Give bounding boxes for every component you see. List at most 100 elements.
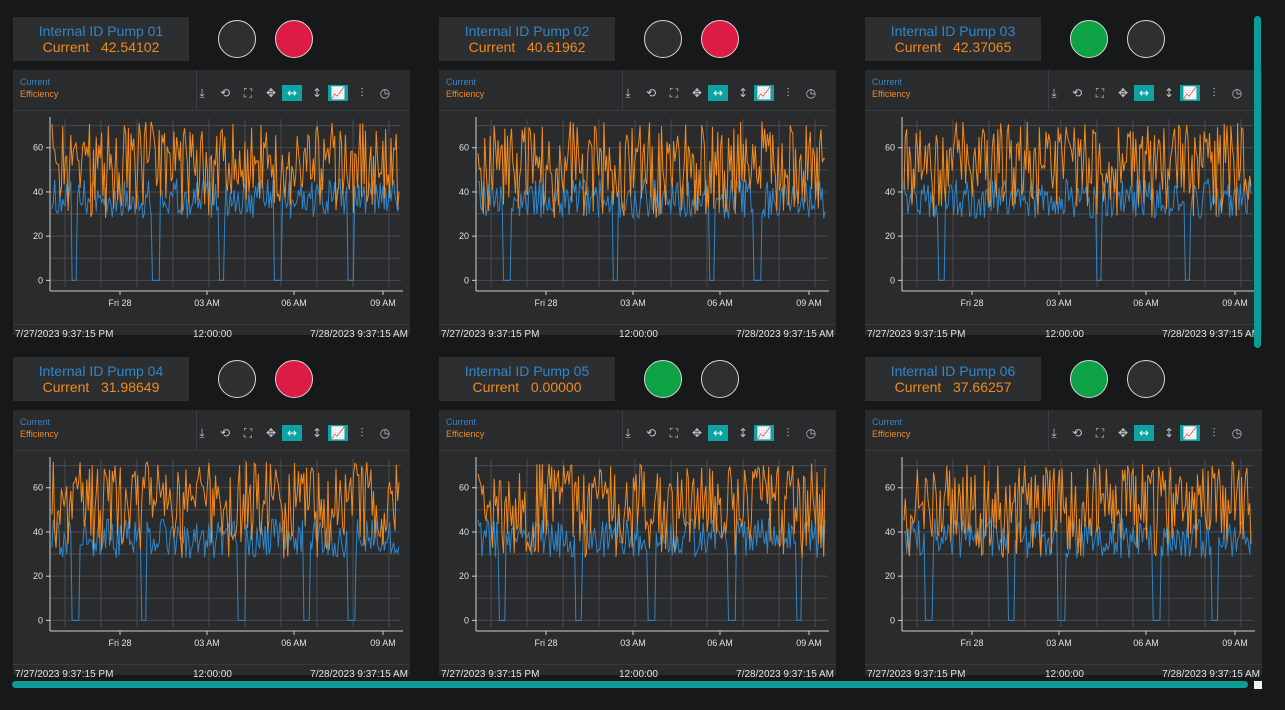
vertical-scrollbar-thumb[interactable] (1254, 16, 1261, 348)
divider (439, 664, 836, 665)
column-settings-icon[interactable]: ⫶ (786, 426, 790, 440)
vertical-zoom-icon[interactable]: ↕ (311, 86, 323, 100)
pan-icon[interactable]: ✥ (691, 86, 703, 100)
pan-icon[interactable]: ✥ (265, 86, 277, 100)
zoom-reset-icon[interactable]: ⟲ (1071, 86, 1083, 100)
download-icon[interactable]: ⤓ (199, 86, 205, 100)
y-tick-label: 60 (459, 143, 469, 153)
legend-efficiency[interactable]: Efficiency (446, 89, 485, 99)
line-chart-icon[interactable]: 📈 (328, 425, 348, 441)
pan-icon[interactable]: ✥ (1117, 86, 1129, 100)
x-tick-label: Fri 28 (960, 298, 983, 308)
column-settings-icon[interactable]: ⫶ (1212, 426, 1216, 440)
legend-current[interactable]: Current (872, 77, 903, 87)
history-icon[interactable]: ◷ (1231, 426, 1243, 440)
horizontal-zoom-icon[interactable]: ↔ (1134, 85, 1154, 101)
current-readout: Current 42.37065 (865, 39, 1041, 55)
history-icon[interactable]: ◷ (379, 426, 391, 440)
legend-current[interactable]: Current (446, 417, 477, 427)
column-settings-icon[interactable]: ⫶ (786, 86, 790, 100)
history-icon[interactable]: ◷ (1231, 86, 1243, 100)
history-icon[interactable]: ◷ (805, 426, 817, 440)
y-tick-label: 40 (885, 527, 895, 537)
zoom-reset-icon[interactable]: ⟲ (645, 426, 657, 440)
zoom-reset-icon[interactable]: ⟲ (1071, 426, 1083, 440)
legend-current[interactable]: Current (872, 417, 903, 427)
legend-efficiency[interactable]: Efficiency (872, 429, 911, 439)
line-chart-icon[interactable]: 📈 (754, 425, 774, 441)
current-value: 42.54102 (100, 39, 160, 55)
trend-chart-svg: 0 20 40 60 Fri 28 03 AM 06 AM 09 AM (33, 117, 403, 308)
vertical-zoom-icon[interactable]: ↕ (737, 86, 749, 100)
plot-area[interactable]: 0 20 40 60 Fri 28 03 AM 06 AM 09 AM (13, 111, 410, 323)
line-chart-icon[interactable]: 📈 (328, 85, 348, 101)
fullscreen-icon[interactable]: ⛶ (243, 426, 253, 440)
vertical-zoom-icon[interactable]: ↕ (311, 426, 323, 440)
pump-title-box: Internal ID Pump 03 Current 42.37065 (865, 17, 1041, 61)
x-tick-label: 03 AM (620, 638, 646, 648)
fullscreen-icon[interactable]: ⛶ (1095, 426, 1105, 440)
current-readout: Current 37.66257 (865, 379, 1041, 395)
column-settings-icon[interactable]: ⫶ (360, 86, 364, 100)
range-middle: 12:00:00 (619, 329, 658, 340)
pump-title: Internal ID Pump 06 (890, 363, 1016, 379)
horizontal-scrollbar-thumb[interactable] (12, 681, 1248, 688)
fullscreen-icon[interactable]: ⛶ (669, 86, 679, 100)
legend-efficiency[interactable]: Efficiency (20, 429, 59, 439)
line-chart-icon[interactable]: 📈 (754, 85, 774, 101)
column-settings-icon[interactable]: ⫶ (360, 426, 364, 440)
current-readout: Current 0.00000 (439, 379, 615, 395)
zoom-reset-icon[interactable]: ⟲ (645, 86, 657, 100)
pan-icon[interactable]: ✥ (265, 426, 277, 440)
plot-area[interactable]: 0 20 40 60 Fri 28 03 AM 06 AM 09 AM (865, 451, 1262, 663)
horizontal-zoom-icon[interactable]: ↔ (282, 425, 302, 441)
zoom-reset-icon[interactable]: ⟲ (219, 426, 231, 440)
vertical-zoom-icon[interactable]: ↕ (1163, 86, 1175, 100)
download-icon[interactable]: ⤓ (625, 426, 631, 440)
plot-area[interactable]: 0 20 40 60 Fri 28 03 AM 06 AM 09 AM (865, 111, 1262, 323)
legend-efficiency[interactable]: Efficiency (446, 429, 485, 439)
line-chart-icon[interactable]: 📈 (1180, 425, 1200, 441)
divider (865, 324, 1262, 325)
status-led-red (701, 20, 739, 58)
series-line-efficiency (477, 463, 826, 558)
y-tick-label: 60 (885, 483, 895, 493)
plot-area[interactable]: 0 20 40 60 Fri 28 03 AM 06 AM 09 AM (13, 451, 410, 663)
legend-current[interactable]: Current (20, 417, 51, 427)
pan-icon[interactable]: ✥ (1117, 426, 1129, 440)
plot-area[interactable]: 0 20 40 60 Fri 28 03 AM 06 AM 09 AM (439, 111, 836, 323)
vertical-zoom-icon[interactable]: ↕ (1163, 426, 1175, 440)
horizontal-zoom-icon[interactable]: ↔ (282, 85, 302, 101)
pump-title: Internal ID Pump 02 (464, 23, 590, 39)
plot-area[interactable]: 0 20 40 60 Fri 28 03 AM 06 AM 09 AM (439, 451, 836, 663)
download-icon[interactable]: ⤓ (625, 86, 631, 100)
legend-efficiency[interactable]: Efficiency (20, 89, 59, 99)
pump-title: Internal ID Pump 04 (38, 363, 164, 379)
horizontal-zoom-icon[interactable]: ↔ (1134, 425, 1154, 441)
fullscreen-icon[interactable]: ⛶ (243, 86, 253, 100)
history-icon[interactable]: ◷ (379, 86, 391, 100)
download-icon[interactable]: ⤓ (199, 426, 205, 440)
pan-icon[interactable]: ✥ (691, 426, 703, 440)
horizontal-scrollbar[interactable] (12, 681, 1250, 689)
history-icon[interactable]: ◷ (805, 86, 817, 100)
line-chart-icon[interactable]: 📈 (1180, 85, 1200, 101)
current-label: Current (894, 39, 942, 55)
horizontal-zoom-icon[interactable]: ↔ (708, 425, 728, 441)
legend-current[interactable]: Current (20, 77, 51, 87)
column-settings-icon[interactable]: ⫶ (1212, 86, 1216, 100)
vertical-zoom-icon[interactable]: ↕ (737, 426, 749, 440)
download-icon[interactable]: ⤓ (1051, 86, 1057, 100)
legend-current[interactable]: Current (446, 77, 477, 87)
y-tick-label: 20 (33, 231, 43, 241)
legend-efficiency[interactable]: Efficiency (872, 89, 911, 99)
status-led-red (1127, 360, 1165, 398)
fullscreen-icon[interactable]: ⛶ (669, 426, 679, 440)
zoom-reset-icon[interactable]: ⟲ (219, 86, 231, 100)
download-icon[interactable]: ⤓ (1051, 426, 1057, 440)
fullscreen-icon[interactable]: ⛶ (1095, 86, 1105, 100)
pump-title-box: Internal ID Pump 01 Current 42.54102 (13, 17, 189, 61)
status-led-green (218, 20, 256, 58)
status-led-green (1070, 360, 1108, 398)
horizontal-zoom-icon[interactable]: ↔ (708, 85, 728, 101)
